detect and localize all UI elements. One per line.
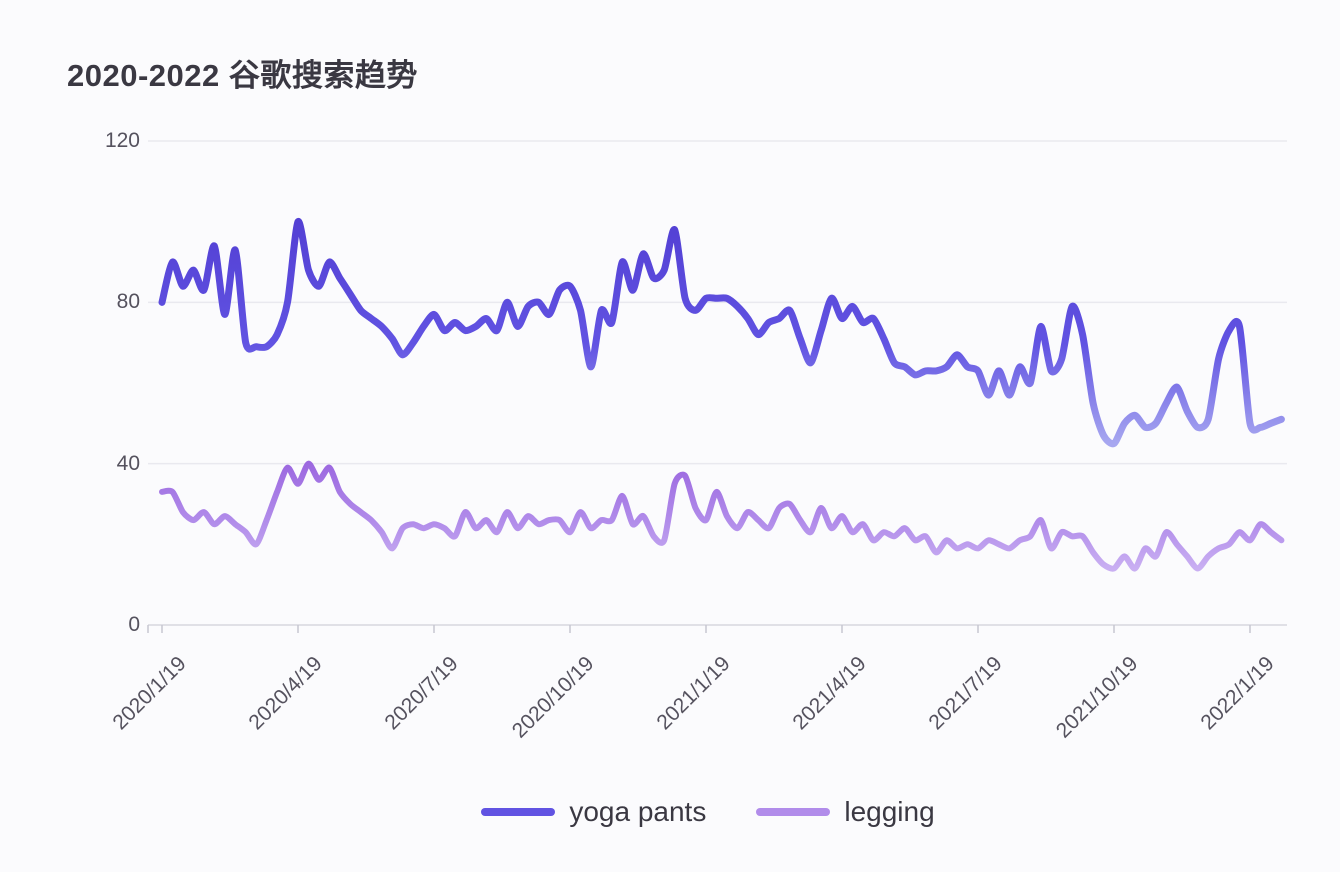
- legend-label-yoga-pants: yoga pants: [569, 796, 707, 827]
- chart-title: 2020-2022 谷歌搜索趋势: [67, 58, 418, 93]
- y-axis-label: 80: [116, 290, 140, 314]
- legging-line-swatch: [756, 808, 831, 816]
- series-line-yoga-pants: [158, 218, 1285, 448]
- series-line-legging: [159, 460, 1285, 572]
- legend: yoga pants legging: [38, 796, 1340, 828]
- y-axis-label: 0: [128, 613, 140, 636]
- yoga-pants-line-swatch: [481, 808, 556, 816]
- legend-item-yoga-pants[interactable]: yoga pants: [481, 796, 706, 828]
- legend-item-legging[interactable]: legging: [756, 796, 935, 828]
- y-axis-label: 40: [116, 451, 140, 475]
- legend-label-legging: legging: [844, 796, 935, 827]
- y-axis-label: 120: [104, 129, 140, 152]
